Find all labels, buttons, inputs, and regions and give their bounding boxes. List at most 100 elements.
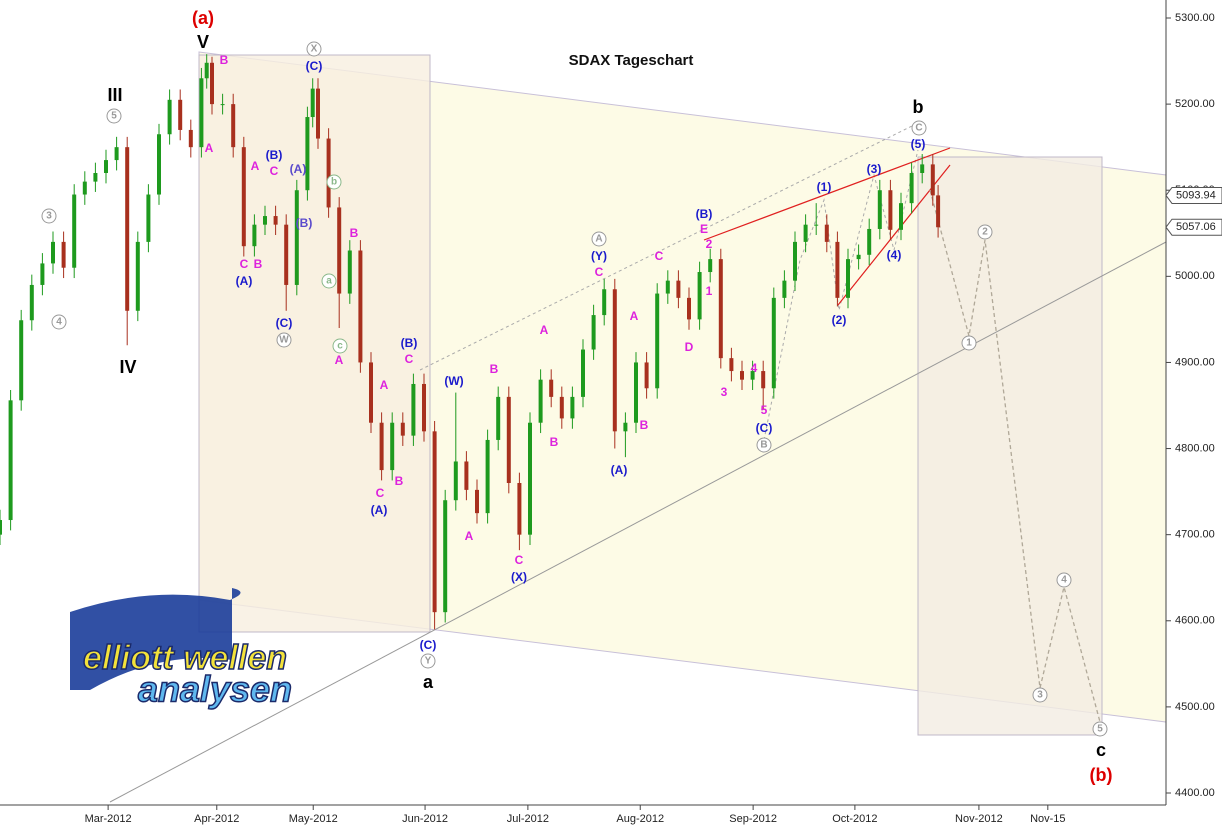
wave-label: b	[913, 97, 924, 117]
candle-body	[220, 104, 225, 106]
wave-label: C	[595, 265, 604, 279]
candle-body	[51, 241, 55, 264]
candle-body	[909, 173, 914, 204]
candle-body	[114, 147, 119, 161]
candle-body	[204, 62, 209, 79]
candle-body	[517, 483, 522, 535]
wave-label: B	[640, 418, 649, 432]
candle-body	[326, 138, 331, 208]
wave-circle	[276, 332, 292, 348]
wave-circle	[306, 41, 322, 57]
wave-label: 4	[1061, 575, 1067, 586]
wave-label: B	[490, 362, 499, 376]
candle-body	[93, 173, 98, 182]
box	[198, 54, 431, 633]
wave-label: (B)	[696, 207, 713, 221]
wave-label: B	[220, 53, 229, 67]
candle-body	[803, 224, 808, 242]
x-tick-label: Oct-2012	[832, 813, 877, 825]
wedge-line	[703, 147, 951, 241]
wave-circle	[106, 108, 122, 124]
candle-body	[199, 78, 204, 148]
candle-body	[146, 194, 151, 242]
candle-body	[273, 216, 278, 225]
wave-label: C	[376, 486, 385, 500]
wave-label: (B)	[296, 216, 313, 230]
wave-label: A	[465, 529, 474, 543]
logo-text: analysen	[138, 669, 292, 710]
candle-body	[0, 520, 2, 535]
candle-body	[761, 371, 766, 389]
candle-body	[867, 228, 872, 255]
candle-body	[400, 422, 405, 436]
candle-body	[877, 190, 882, 229]
wave-label: C	[655, 249, 664, 263]
y-tick-label: 4500.00	[1175, 701, 1215, 713]
candle-body	[740, 371, 744, 380]
wave-label: C	[270, 164, 279, 178]
wave-label: IV	[119, 357, 136, 377]
wave-label: 2	[982, 227, 988, 238]
wave-label: C	[915, 123, 922, 134]
trend-line	[109, 241, 1167, 803]
candle-body	[665, 280, 670, 294]
candle-body	[602, 289, 607, 316]
wave-label: b	[331, 177, 337, 188]
x-tick-label: Jul-2012	[507, 813, 549, 825]
wave-label: 4	[751, 361, 758, 375]
wave-label: c	[337, 341, 343, 352]
wave-label: (W)	[444, 374, 463, 388]
wave-label: 5	[761, 403, 768, 417]
candle-body	[771, 297, 776, 389]
candle-body	[634, 362, 638, 423]
wave-circle	[321, 273, 337, 289]
wave-label: A	[595, 234, 602, 245]
wave-label: (Y)	[591, 249, 607, 263]
candle-body	[676, 280, 681, 298]
wave-label: (b)	[1090, 765, 1113, 785]
price-marker-label: 5093.94	[1176, 189, 1216, 201]
candle-body	[61, 241, 66, 268]
wave-circle	[51, 314, 67, 330]
candle-body	[432, 431, 437, 613]
wave-label: 3	[46, 211, 52, 222]
wave-label: 5	[111, 111, 117, 122]
candle-body	[549, 379, 554, 397]
candle-body	[82, 181, 87, 195]
wave-label: A	[251, 159, 260, 173]
y-tick-label: 4600.00	[1175, 615, 1215, 627]
candle-body	[644, 362, 649, 389]
candle-body	[729, 358, 734, 372]
wave-circle	[1092, 721, 1108, 737]
wave-label: V	[197, 32, 209, 52]
wave-label: (5)	[911, 137, 926, 151]
wave-circle	[1056, 572, 1072, 588]
wave-label: 5	[1097, 724, 1103, 735]
candle-body	[178, 99, 183, 130]
candle-body	[263, 216, 267, 225]
x-tick-label: Nov-2012	[955, 813, 1003, 825]
y-tick-label: 5300.00	[1175, 12, 1215, 24]
candle-body	[284, 224, 289, 285]
wave-label: 4	[56, 317, 62, 328]
y-tick-label: 5200.00	[1175, 98, 1215, 110]
candle-body	[485, 439, 490, 514]
candle-body	[687, 297, 691, 320]
price-marker-label: 5057.06	[1176, 221, 1216, 233]
candle-body	[8, 400, 13, 521]
wave-label: (A)	[290, 162, 307, 176]
wave-label: A	[205, 141, 214, 155]
wave-label: 3	[721, 385, 728, 399]
x-tick-label: Mar-2012	[85, 813, 132, 825]
candle-body	[623, 422, 628, 432]
candle-body	[559, 396, 564, 419]
candle-body	[697, 272, 702, 320]
x-tick-label: Jun-2012	[402, 813, 448, 825]
candle-body	[899, 203, 903, 230]
wave-label: C	[515, 553, 524, 567]
candle-body	[708, 259, 713, 273]
wave-label: A	[380, 378, 389, 392]
wave-circle	[420, 653, 436, 669]
candle-body	[294, 190, 299, 285]
